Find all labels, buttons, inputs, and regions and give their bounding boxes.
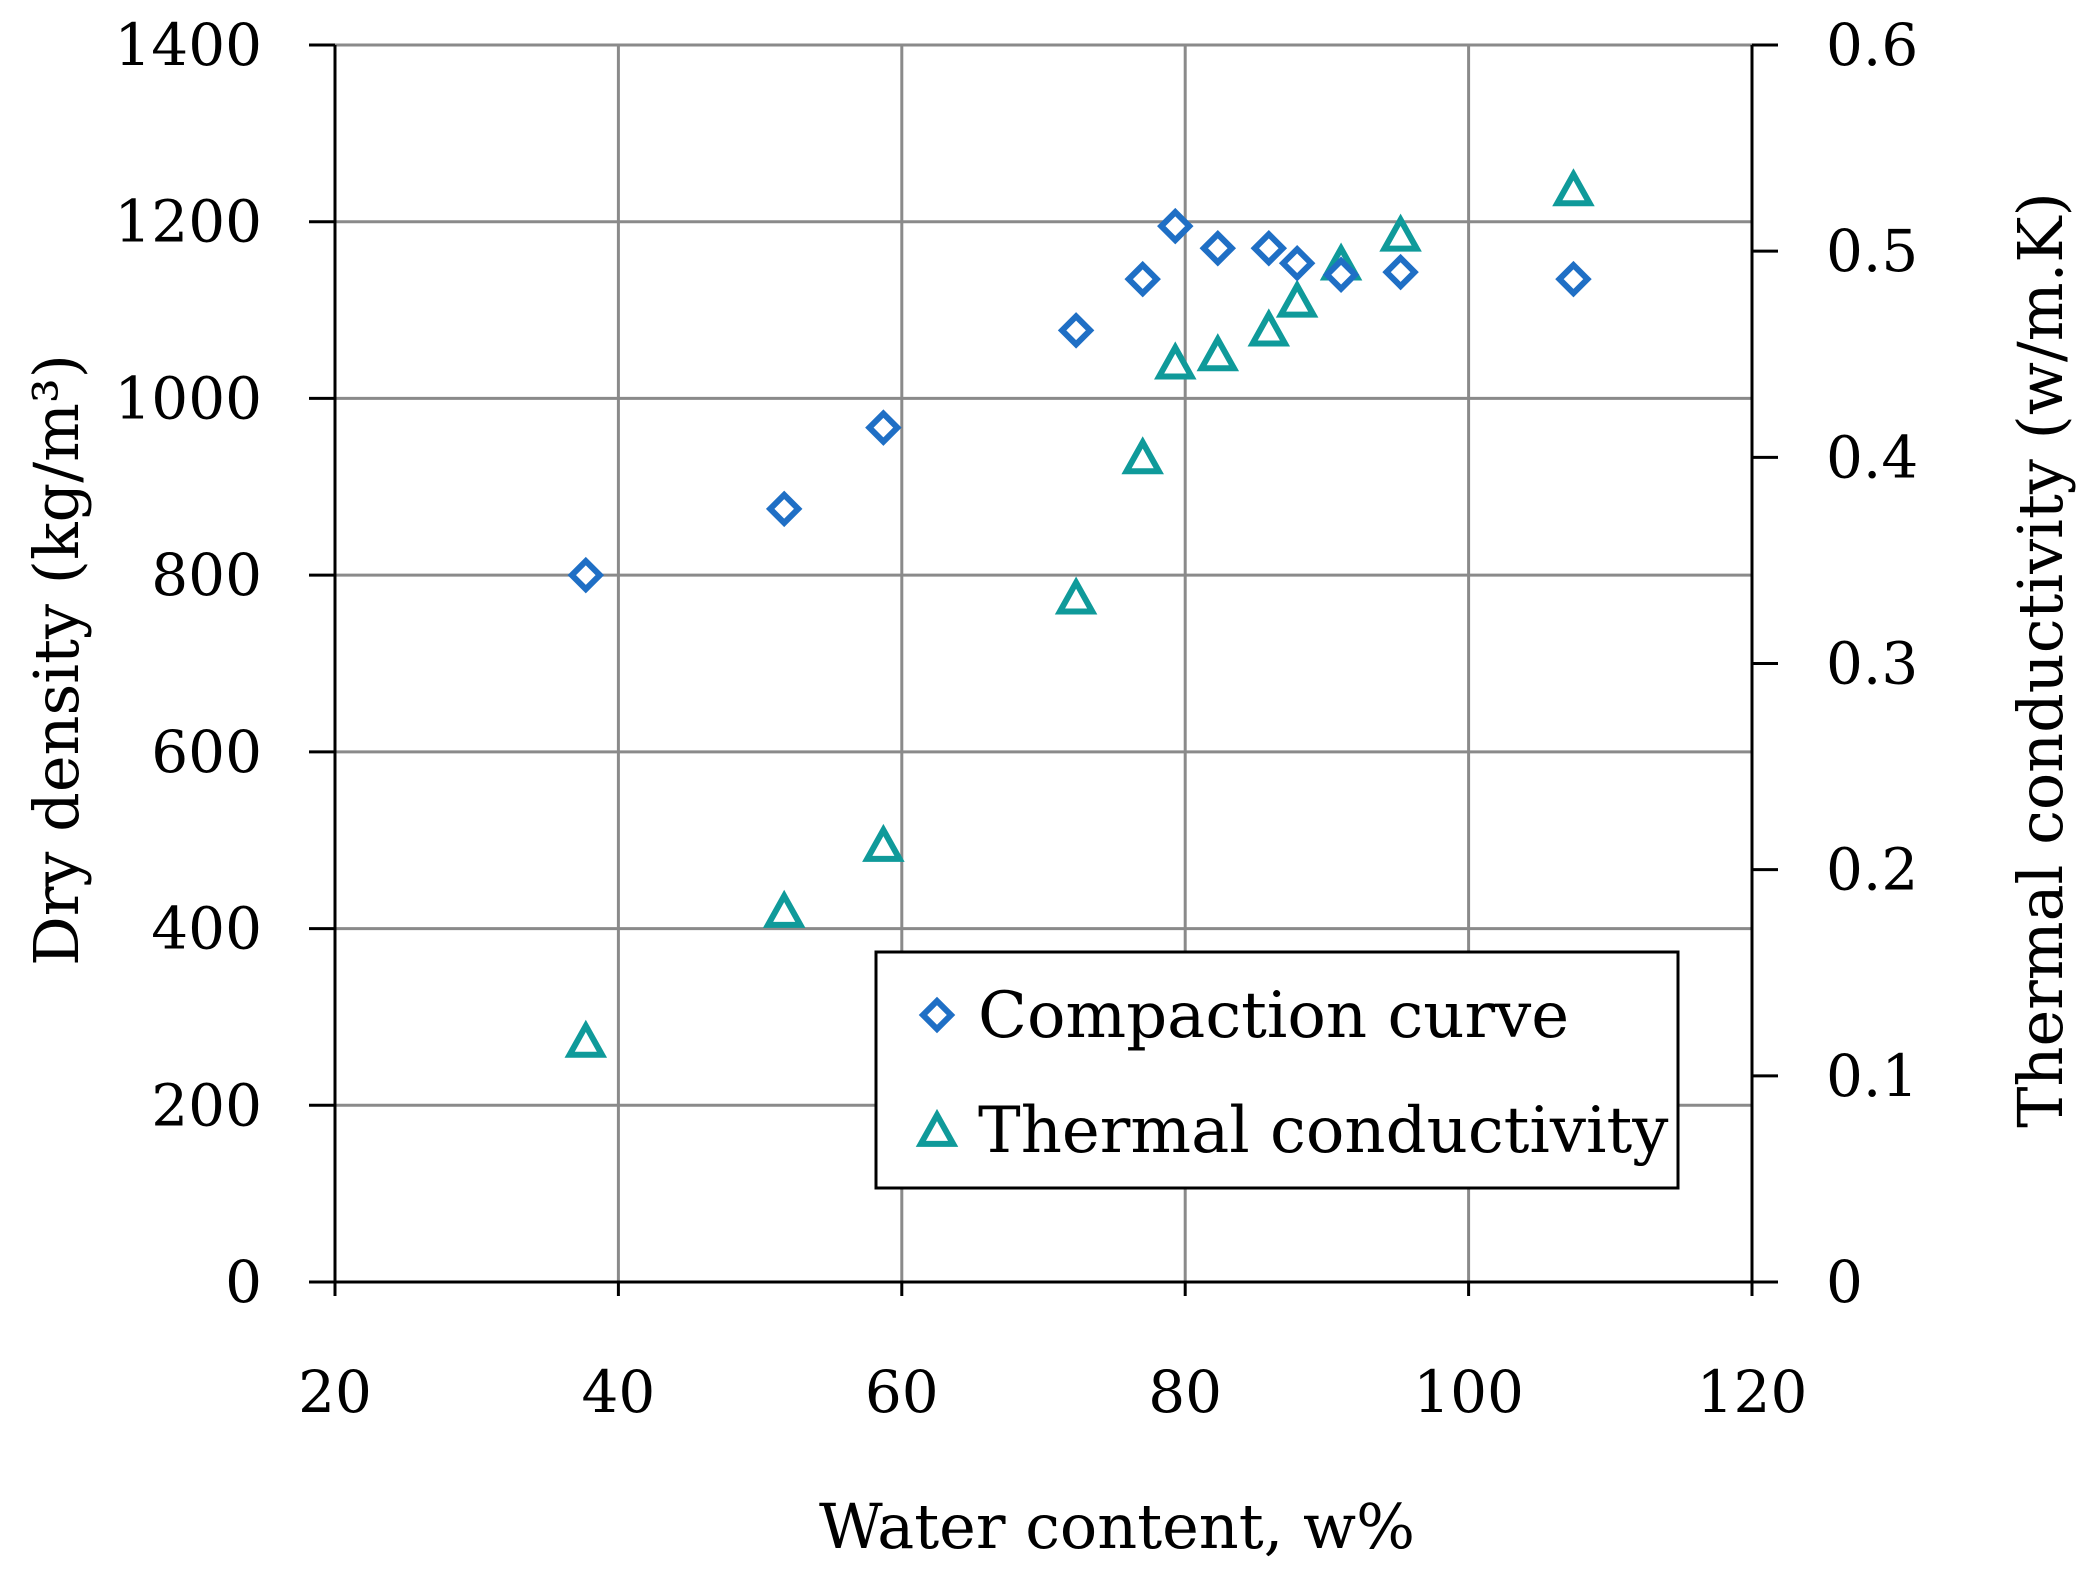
x-tick-label: 120 [1697,1358,1808,1426]
compaction-point [1555,260,1592,298]
compaction-point [1322,256,1360,293]
x-tick-label: 20 [298,1358,372,1426]
x-tick-label: 100 [1413,1358,1524,1426]
thermal-conductivity-point [1121,436,1164,475]
x-tick-label: 80 [1148,1358,1222,1426]
compaction-point [865,409,902,446]
thermal-conductivity-point [1154,341,1197,380]
thermal-conductivity-point [1247,308,1291,347]
compaction-point [1199,229,1237,267]
legend-item-compaction-curve: Compaction curve [918,979,1569,1053]
thermal-conductivity-point [762,889,806,928]
compaction-point [1382,253,1419,291]
legend-diamond-marker [918,996,956,1034]
compaction-point [1157,207,1194,245]
x-tick-label: 40 [581,1358,655,1426]
y-left-tick-label: 0 [225,1248,262,1316]
y-left-tick-label: 200 [151,1071,262,1139]
legend-box [874,950,1680,1190]
compaction-point [765,490,803,528]
compaction-point [1278,244,1316,282]
y-left-tick-label: 1200 [114,188,262,256]
thermal-conductivity-point [862,823,905,862]
y-right-tick-label: 0.5 [1826,217,1918,285]
data-marks [564,168,1595,1058]
y-left-tick-label: 400 [151,895,262,963]
thermal-conductivity-point [1196,333,1240,372]
compaction-point [1124,260,1161,298]
legend: Compaction curve Thermal conductivity [874,950,1680,1190]
thermal-conductivity-point [1054,576,1098,615]
y-right-tick-label: 0.4 [1826,423,1918,491]
x-tick-label: 60 [865,1358,939,1426]
y-left-tick-label: 1000 [114,364,262,432]
thermal-conductivity-point [1275,279,1319,318]
thermal-conductivity-point [1379,213,1422,252]
y-right-tick-label: 0.6 [1826,11,1918,79]
tick-labels: 20 40 60 80 100 12002004006008001000120014000… [114,11,1918,1426]
y-right-axis-title: Thermal conductivity (w/m.K) [2004,192,2077,1128]
y-left-tick-label: 600 [151,718,262,786]
legend-label-thermal-conductivity: Thermal conductivity [978,1094,1668,1168]
legend-triangle-marker [915,1108,959,1147]
legend-item-thermal-conductivity: Thermal conductivity [915,1094,1668,1168]
compaction-point [1250,229,1288,267]
y-left-tick-label: 800 [151,541,262,609]
x-axis-title: Water content, w% [819,1490,1415,1563]
y-right-tick-label: 0.2 [1826,836,1918,904]
compaction-point [1057,312,1095,349]
y-right-tick-label: 0.1 [1826,1042,1918,1110]
y-left-axis-title: Dry density (kg/m³) [20,354,93,966]
y-left-tick-label: 1400 [114,11,262,79]
y-right-tick-label: 0 [1826,1248,1863,1316]
y-right-tick-label: 0.3 [1826,630,1918,698]
legend-label-compaction-curve: Compaction curve [978,979,1569,1053]
thermal-conductivity-point [1552,168,1595,207]
axes [309,43,1778,1296]
thermal-conductivity-point [564,1019,608,1058]
compaction-point [567,556,605,594]
